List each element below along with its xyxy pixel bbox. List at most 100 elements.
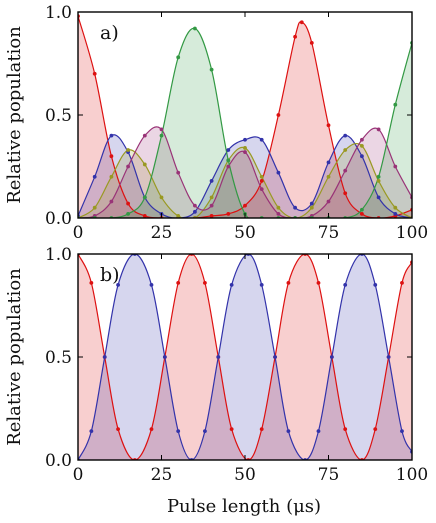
series-1-point bbox=[162, 355, 167, 359]
series-4-point bbox=[159, 133, 164, 138]
series-2-point bbox=[276, 205, 281, 210]
panel-b-y-ticks: 0.0 0.5 1.0 bbox=[45, 245, 412, 471]
series-2-point bbox=[209, 195, 214, 200]
series-0-point bbox=[276, 113, 281, 117]
series-4-point bbox=[176, 55, 181, 60]
series-3-point bbox=[376, 127, 381, 132]
series-3-point bbox=[193, 203, 197, 208]
series-1-point bbox=[92, 174, 97, 179]
y-tick-label: 1.0 bbox=[45, 3, 72, 23]
series-0-point bbox=[142, 214, 147, 218]
series-2-point bbox=[259, 174, 264, 179]
series-1-point bbox=[286, 429, 291, 434]
series-1-point bbox=[393, 211, 398, 216]
x-tick-label: 25 bbox=[151, 223, 173, 243]
series-2-point bbox=[326, 174, 331, 179]
series-0-point bbox=[126, 201, 130, 206]
x-tick-label: 0 bbox=[73, 465, 84, 485]
series-2-point bbox=[376, 179, 381, 183]
x-tick-label: 100 bbox=[396, 465, 428, 485]
series-1-point bbox=[203, 429, 207, 434]
series-3-point bbox=[159, 127, 164, 132]
x-tick-label: 0 bbox=[73, 223, 84, 243]
panel-b-x-ticks: 0 25 50 75 100 bbox=[73, 254, 428, 485]
series-1-point bbox=[116, 283, 120, 287]
panel-a-series-areas bbox=[78, 16, 412, 218]
x-tick-label: 100 bbox=[396, 223, 428, 243]
series-0-point bbox=[299, 20, 304, 25]
series-1-point bbox=[376, 195, 381, 200]
panel-a-y-axis-label: Relative population bbox=[4, 26, 25, 204]
series-1-point bbox=[226, 148, 231, 152]
series-1-point bbox=[149, 283, 154, 287]
series-1-point bbox=[293, 205, 297, 210]
series-0-point bbox=[343, 191, 348, 196]
series-1-point bbox=[309, 201, 314, 206]
panel-b-series-areas bbox=[78, 254, 412, 460]
series-0-point bbox=[373, 427, 378, 431]
series-0-point bbox=[259, 179, 264, 183]
series-0-point bbox=[176, 280, 181, 285]
series-1-point bbox=[316, 429, 321, 434]
series-0-point bbox=[316, 280, 321, 285]
x-tick-label: 50 bbox=[234, 223, 256, 243]
series-3-point bbox=[109, 199, 114, 204]
series-0-point bbox=[243, 203, 247, 208]
panel-b: 0 25 50 75 100 0.0 0.5 1.0 b) Relative populat… bbox=[4, 245, 428, 485]
series-1-point bbox=[259, 283, 264, 287]
series-4-point bbox=[376, 174, 381, 179]
panel-b-y-axis-label: Relative population bbox=[4, 268, 25, 446]
series-0-point bbox=[293, 34, 297, 39]
series-0-point bbox=[89, 280, 94, 285]
series-1-point bbox=[343, 133, 348, 138]
series-1-point bbox=[373, 283, 378, 287]
series-4-area bbox=[78, 28, 412, 218]
x-tick-label: 75 bbox=[318, 465, 340, 485]
series-2-point bbox=[176, 214, 181, 218]
panel-b-label: b) bbox=[100, 264, 120, 286]
series-1-point bbox=[259, 137, 264, 142]
series-3-point bbox=[142, 133, 147, 138]
y-tick-label: 0.0 bbox=[45, 451, 72, 471]
y-tick-label: 0.0 bbox=[45, 209, 72, 229]
series-0-point bbox=[226, 211, 231, 216]
series-3-point bbox=[326, 199, 331, 204]
series-2-area bbox=[78, 143, 412, 218]
panel-a-label: a) bbox=[100, 22, 119, 44]
series-4-point bbox=[142, 195, 147, 200]
series-0-point bbox=[109, 154, 114, 159]
series-0-point bbox=[149, 427, 154, 431]
series-4-point bbox=[393, 102, 398, 107]
x-tick-label: 25 bbox=[151, 465, 173, 485]
series-2-point bbox=[159, 195, 164, 200]
series-0-area bbox=[78, 254, 412, 460]
series-0-point bbox=[309, 41, 314, 45]
series-1-point bbox=[109, 133, 114, 138]
series-0-point bbox=[92, 71, 97, 76]
series-1-point bbox=[386, 355, 391, 359]
series-0-point bbox=[259, 427, 264, 431]
series-2-point bbox=[109, 174, 114, 179]
x-tick-label: 50 bbox=[234, 465, 256, 485]
series-3-point bbox=[360, 137, 364, 142]
series-0-point bbox=[360, 211, 364, 216]
series-1-point bbox=[209, 179, 214, 183]
series-4-point bbox=[209, 67, 214, 72]
series-0-point bbox=[400, 280, 404, 285]
series-3-point bbox=[259, 187, 264, 192]
series-1-point bbox=[89, 429, 94, 434]
series-2-point bbox=[243, 146, 247, 150]
panel-a-y-ticks: 0.0 0.5 1.0 bbox=[45, 3, 412, 229]
series-2-point bbox=[92, 205, 97, 210]
series-1-point bbox=[400, 429, 404, 434]
series-1-point bbox=[360, 154, 364, 159]
series-0-point bbox=[326, 123, 331, 128]
series-3-point bbox=[276, 211, 281, 216]
series-1-point bbox=[329, 355, 334, 359]
y-tick-label: 0.5 bbox=[45, 106, 72, 126]
series-1-point bbox=[229, 283, 234, 287]
series-1-point bbox=[276, 170, 281, 175]
panel-a-x-ticks: 0 25 50 75 100 bbox=[73, 12, 428, 243]
series-4-point bbox=[226, 158, 231, 163]
